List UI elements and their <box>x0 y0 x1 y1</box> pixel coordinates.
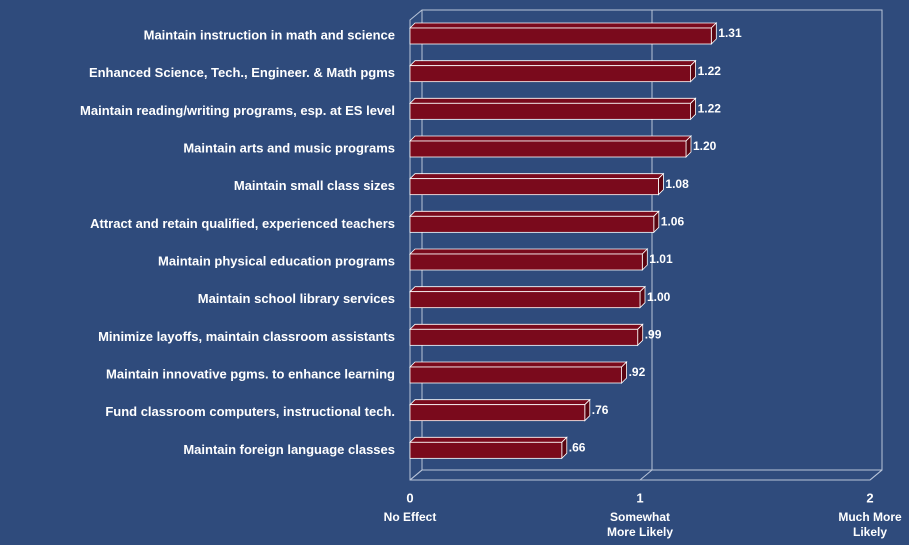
bar <box>409 328 639 346</box>
bar <box>409 291 641 309</box>
bar <box>409 27 712 45</box>
value-label: 1.00 <box>647 290 671 304</box>
bar-top <box>409 361 628 368</box>
bar-top <box>409 135 692 142</box>
bar-top <box>409 323 644 330</box>
bar-top <box>409 286 646 293</box>
y-tick-label: Maintain small class sizes <box>234 178 395 193</box>
y-tick-label: Maintain instruction in math and science <box>144 27 395 42</box>
bar <box>409 253 643 271</box>
y-tick-label: Maintain foreign language classes <box>183 442 395 457</box>
bar <box>409 215 655 233</box>
value-label: .66 <box>569 441 586 455</box>
value-label: 1.22 <box>698 102 722 116</box>
value-label: .99 <box>645 328 662 342</box>
bar <box>409 140 687 158</box>
bar-top <box>409 436 568 443</box>
bar <box>409 366 623 384</box>
bar <box>409 178 659 196</box>
x-tick-description: Likely <box>853 525 887 539</box>
value-label: 1.22 <box>698 64 722 78</box>
bar <box>409 441 563 459</box>
bar-top <box>409 97 697 104</box>
y-tick-label: Attract and retain qualified, experience… <box>90 216 395 231</box>
y-tick-label: Maintain innovative pgms. to enhance lea… <box>106 366 395 381</box>
bar-top <box>409 399 591 406</box>
x-tick-description: No Effect <box>384 510 437 524</box>
value-label: 1.31 <box>718 26 742 40</box>
y-tick-label: Maintain arts and music programs <box>183 140 395 155</box>
y-tick-label: Enhanced Science, Tech., Engineer. & Mat… <box>89 65 395 80</box>
x-tick-description: Somewhat <box>610 510 670 524</box>
x-tick-description: Much More <box>838 510 902 524</box>
value-label: .92 <box>629 365 646 379</box>
bar-top <box>409 210 660 217</box>
bar-top <box>409 248 649 255</box>
value-label: .76 <box>592 403 609 417</box>
x-tick-label: 0 <box>406 490 413 505</box>
value-label: 1.08 <box>665 177 689 191</box>
grid-line <box>869 10 883 481</box>
bar <box>409 65 692 83</box>
bar-top <box>409 173 665 180</box>
value-label: 1.06 <box>661 215 685 229</box>
y-tick-label: Fund classroom computers, instructional … <box>105 404 395 419</box>
value-label: 1.20 <box>693 139 717 153</box>
x-tick-label: 2 <box>866 490 873 505</box>
y-tick-label: Minimize layoffs, maintain classroom ass… <box>98 329 395 344</box>
y-tick-label: Maintain reading/writing programs, esp. … <box>80 103 395 118</box>
y-tick-label: Maintain physical education programs <box>158 253 395 268</box>
grid-line <box>409 10 423 481</box>
bar-top <box>409 22 718 29</box>
bar <box>409 404 586 422</box>
grid-line <box>639 10 653 481</box>
bar <box>409 102 692 120</box>
x-tick-description: More Likely <box>607 525 673 539</box>
x-tick-label: 1 <box>636 490 643 505</box>
bar-top <box>409 60 697 67</box>
value-label: 1.01 <box>649 252 673 266</box>
y-tick-label: Maintain school library services <box>198 291 395 306</box>
